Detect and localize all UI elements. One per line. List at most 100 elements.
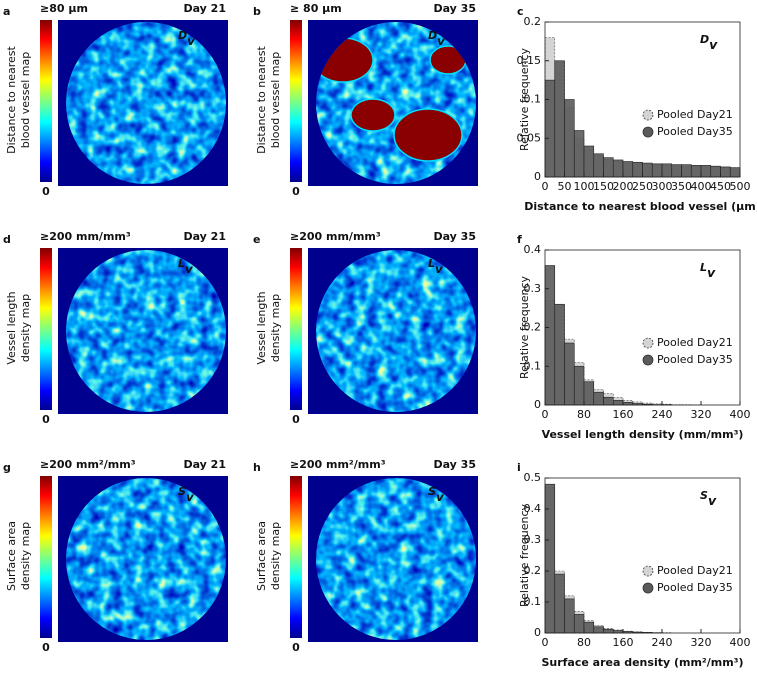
symbol: Dv <box>178 29 196 48</box>
x-tick-label: 0 <box>542 180 549 193</box>
map-ylabel: blood vessel map <box>19 52 32 148</box>
bar <box>573 365 585 406</box>
map-ylabel: Vessel length <box>255 291 268 364</box>
x-tick-label: 250 <box>632 180 653 193</box>
legend-marker <box>642 126 654 138</box>
map-texture <box>316 250 476 412</box>
symbol-sub: v <box>436 490 445 504</box>
symbol-sub: v <box>709 37 718 52</box>
panel-letter: h <box>253 461 261 474</box>
x-tick-label: 160 <box>613 408 634 421</box>
bar <box>690 165 702 178</box>
map-ylabel: Surface area <box>255 521 268 591</box>
map-panel: g ≥200 mm²/mm³ Day 21 0 Surface area density … <box>3 458 228 654</box>
x-tick-label: 240 <box>652 636 673 649</box>
symbol-main: D <box>428 29 437 42</box>
map-texture <box>66 250 226 412</box>
colorbar <box>40 248 52 410</box>
map-texture <box>316 478 476 640</box>
plot-area <box>545 478 740 633</box>
bar <box>622 161 634 178</box>
map-image <box>316 250 476 412</box>
map-panel: d ≥200 mm/mm³ Day 21 0 Vessel length density … <box>3 230 228 426</box>
bar <box>583 145 595 178</box>
bar <box>583 621 595 634</box>
map-panel: e ≥200 mm/mm³ Day 35 0 Vessel length density … <box>253 230 478 426</box>
panel-letter: c <box>517 5 524 18</box>
map-panel: b ≥ 80 µm Day 35 0 Distance to nearest blood … <box>253 2 478 198</box>
scale-min: 0 <box>292 185 300 198</box>
x-tick-label: 320 <box>691 408 712 421</box>
bar <box>700 165 712 178</box>
x-axis-label: Surface area density (mm²/mm³) <box>541 656 743 669</box>
map-ylabel: blood vessel map <box>269 52 282 148</box>
symbol: Sv <box>178 485 195 504</box>
histogram: 0 0.1 0.2 0.3 0.4 0.5 0 80 160 240 320 400 Surface a… <box>517 461 751 669</box>
colorbar <box>290 248 302 410</box>
map-region <box>350 98 396 132</box>
symbol-main: S <box>700 489 708 502</box>
bar <box>554 303 565 406</box>
map-image <box>316 478 476 640</box>
symbol-sub: v <box>186 490 195 504</box>
scale-max: ≥ 80 µm <box>290 2 342 15</box>
x-tick-label: 320 <box>691 636 712 649</box>
x-tick-label: 160 <box>613 636 634 649</box>
bar <box>612 159 624 178</box>
y-tick-label: 0.3 <box>524 282 542 295</box>
symbol-main: D <box>178 29 187 42</box>
bar <box>661 163 673 178</box>
bar <box>554 60 565 178</box>
bar <box>671 164 682 178</box>
map-ylabel: density map <box>19 522 32 590</box>
scale-max: ≥200 mm²/mm³ <box>290 458 386 471</box>
legend-label: Pooled Day21 <box>657 564 733 577</box>
day-label: Day 21 <box>183 2 226 15</box>
legend-marker <box>642 337 654 349</box>
histogram: 0 0.1 0.2 0.3 0.4 0 80 160 240 320 400 Vessel lengt… <box>517 233 751 441</box>
bar <box>554 573 565 634</box>
map-image <box>66 478 226 640</box>
bar <box>583 381 595 406</box>
symbol: Dv <box>428 29 446 48</box>
x-tick-label: 450 <box>710 180 731 193</box>
y-axis-label: Relative frequency <box>518 47 531 151</box>
x-axis-label: Distance to nearest blood vessel (µm) <box>524 200 757 213</box>
y-tick-label: 0.2 <box>524 15 542 28</box>
symbol-sub: v <box>187 34 196 48</box>
day-label: Day 35 <box>433 2 476 15</box>
legend-label: Pooled Day35 <box>657 581 733 594</box>
map-ylabel: density map <box>19 294 32 362</box>
map-image <box>316 22 476 184</box>
panel-letter: e <box>253 233 260 246</box>
bar <box>564 99 575 178</box>
colorbar <box>290 20 302 182</box>
y-tick-label: 0.3 <box>524 533 542 546</box>
x-axis-label: Vessel length density (mm/mm³) <box>542 428 744 441</box>
symbol-main: S <box>178 485 186 498</box>
map-ylabel: Distance to nearest <box>255 45 268 153</box>
y-tick-label: 0.4 <box>524 243 542 256</box>
panel-letter: d <box>3 233 11 246</box>
x-tick-label: 300 <box>652 180 673 193</box>
scale-max: ≥200 mm/mm³ <box>290 230 381 243</box>
legend-label: Pooled Day35 <box>657 353 733 366</box>
map-texture <box>66 478 226 640</box>
y-tick-label: 0 <box>534 170 541 183</box>
map-texture <box>66 22 226 184</box>
legend-marker <box>642 565 654 577</box>
bar <box>729 167 741 178</box>
colorbar <box>40 20 52 182</box>
x-tick-label: 0 <box>542 408 549 421</box>
y-tick-label: 0.5 <box>524 471 542 484</box>
map-ylabel: Surface area <box>5 521 18 591</box>
day-label: Day 21 <box>183 230 226 243</box>
bar <box>651 163 663 178</box>
panel-letter: f <box>517 233 522 246</box>
bar <box>622 401 634 406</box>
bar <box>573 614 585 634</box>
bar <box>612 400 624 406</box>
bar <box>603 157 614 178</box>
